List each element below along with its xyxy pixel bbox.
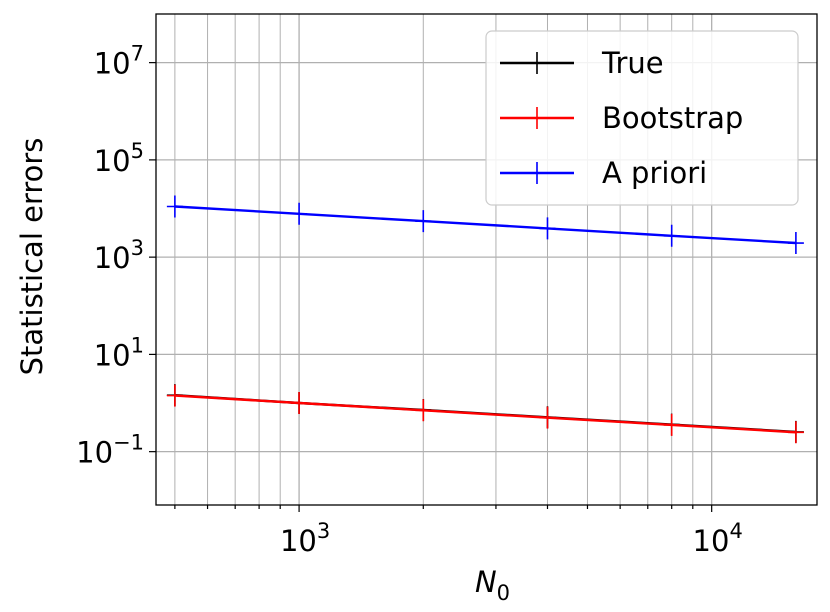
y-tick-label: 105 <box>94 139 144 178</box>
legend-marker <box>529 107 545 129</box>
x-axis-title-base: N <box>475 565 497 599</box>
legend-entry: Bootstrap <box>500 101 743 135</box>
legend-box <box>485 30 799 206</box>
y-tick-label: 101 <box>94 333 144 372</box>
x-tick-label: 103 <box>280 519 330 558</box>
series-a-priori <box>166 195 804 255</box>
x-axis-title-sub: 0 <box>497 581 510 605</box>
plot-frame <box>155 13 818 506</box>
data-point-marker <box>787 421 804 444</box>
data-point-marker <box>663 224 680 247</box>
legend-marker <box>529 162 545 184</box>
data-point-marker <box>415 210 432 233</box>
series-layer <box>166 195 804 444</box>
data-point-marker <box>291 392 308 415</box>
data-point-marker <box>291 202 308 225</box>
legend-label: A priori <box>602 156 707 190</box>
data-point-marker <box>663 413 680 436</box>
x-axis-title: N0 <box>475 565 510 605</box>
y-tick-label: 107 <box>94 42 144 81</box>
data-point-marker <box>539 406 556 429</box>
legend-entry: True <box>500 46 664 80</box>
ticks <box>149 62 713 512</box>
data-point-marker <box>166 384 183 407</box>
legend: True Bootstrap A priori <box>485 30 799 206</box>
data-point-marker <box>415 399 432 422</box>
legend-label: True <box>601 46 664 80</box>
legend-marker <box>529 52 545 74</box>
series-line <box>174 394 796 434</box>
data-point-marker <box>539 217 556 240</box>
y-tick-label: 10−1 <box>76 431 144 470</box>
data-point-marker <box>166 195 183 218</box>
x-tick-label: 104 <box>693 519 743 558</box>
series-bootstrap <box>166 384 804 444</box>
tick-labels: 10−1 101 103 105 107 103 104 <box>76 42 743 558</box>
y-tick-label: 103 <box>94 236 144 275</box>
series-line <box>174 205 796 245</box>
y-axis-title: Statistical errors <box>15 138 49 376</box>
legend-entry: A priori <box>500 156 707 190</box>
data-point-marker <box>787 232 804 255</box>
legend-label: Bootstrap <box>602 101 743 135</box>
